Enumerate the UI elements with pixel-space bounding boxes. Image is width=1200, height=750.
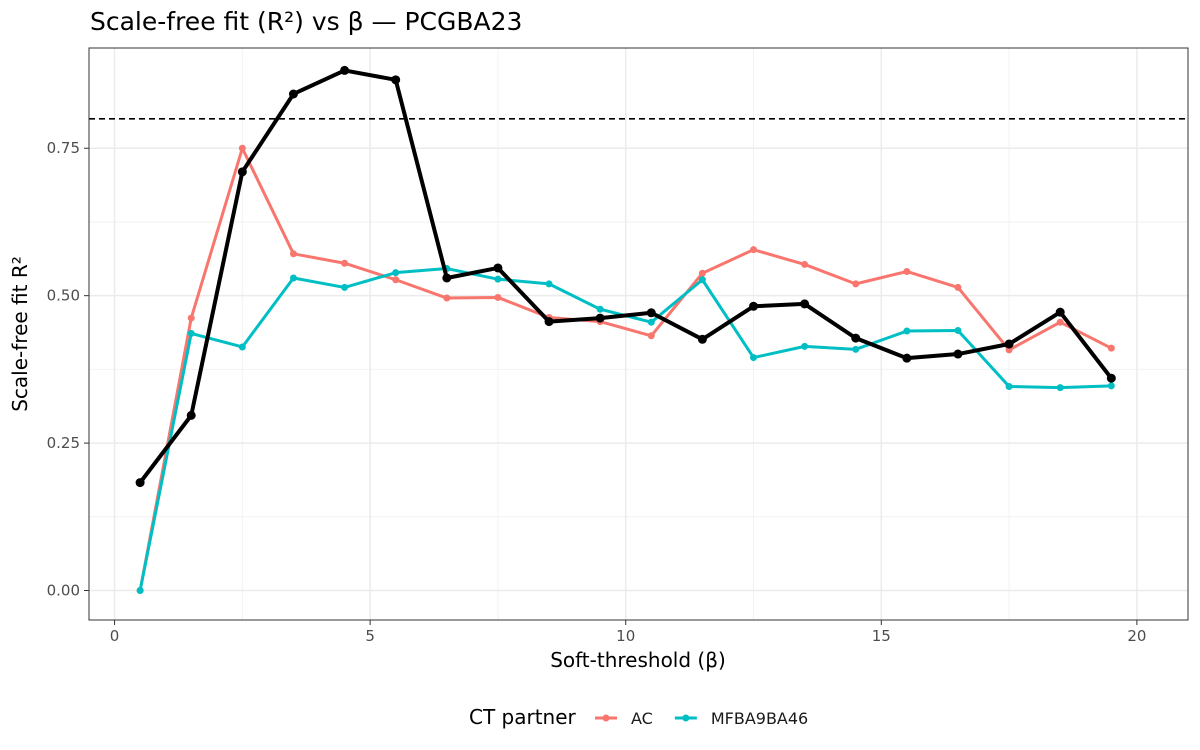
legend-key-point [682, 714, 690, 722]
data-point-mfba [750, 354, 758, 362]
data-point-ac [1107, 344, 1115, 352]
major-gridlines [89, 48, 1188, 620]
data-point-mfba [647, 318, 655, 326]
x-tick-label: 20 [1127, 627, 1146, 645]
data-point-ac [1056, 318, 1064, 326]
data-point-mfba [698, 276, 706, 284]
data-point-mfba [954, 326, 962, 334]
legend: CT partner AC MFBA9BA46 [469, 705, 808, 729]
data-point-overall [646, 308, 656, 318]
legend-label-mfba: MFBA9BA46 [711, 709, 808, 728]
chart-title: Scale-free fit (R²) vs β — PCGBA23 [90, 7, 522, 36]
y-tick-label: 0.25 [47, 434, 80, 452]
x-tick-label: 10 [616, 627, 635, 645]
legend-item-mfba: MFBA9BA46 [674, 709, 808, 728]
data-point-overall [902, 353, 912, 363]
x-tick-label: 5 [365, 627, 375, 645]
data-point-mfba [545, 280, 553, 288]
legend-key-point [602, 714, 610, 722]
data-point-mfba [494, 275, 502, 283]
data-point-overall [544, 317, 554, 327]
data-point-ac [494, 293, 502, 301]
data-point-overall [1055, 307, 1065, 317]
data-point-ac [698, 269, 706, 277]
y-tick-label: 0.75 [47, 139, 80, 157]
data-point-overall [749, 301, 759, 311]
series-line-ac [138, 146, 1113, 593]
data-point-overall [595, 313, 605, 323]
data-point-mfba [852, 345, 860, 353]
data-point-overall [135, 478, 145, 488]
minor-gridlines [89, 48, 1188, 620]
data-point-mfba [1056, 384, 1064, 392]
data-point-mfba [289, 274, 297, 282]
legend-item-ac: AC [595, 709, 653, 728]
data-point-overall [1106, 373, 1116, 383]
data-point-ac [341, 259, 349, 267]
data-point-ac [903, 267, 911, 275]
data-point-ac [852, 280, 860, 288]
plot-background [89, 48, 1188, 620]
data-point-ac [647, 332, 655, 340]
data-point-overall [1004, 339, 1014, 349]
data-point-overall [442, 273, 452, 283]
data-point-mfba [187, 329, 195, 337]
data-point-mfba [392, 269, 400, 277]
data-point-ac [954, 283, 962, 291]
data-point-mfba [1005, 382, 1013, 390]
data-point-mfba [903, 327, 911, 335]
series-overall [135, 65, 1116, 488]
data-point-overall [237, 167, 247, 177]
data-point-overall [851, 333, 861, 343]
data-point-overall [697, 334, 707, 344]
plot-panel [88, 47, 1189, 621]
x-axis-title: Soft-threshold (β) [550, 648, 726, 672]
data-point-overall [800, 299, 810, 309]
data-point-ac [238, 144, 246, 152]
data-point-mfba [238, 343, 246, 351]
data-point-ac [443, 294, 451, 302]
data-point-overall [186, 410, 196, 420]
y-tick-label: 0.00 [47, 582, 80, 600]
data-point-mfba [801, 342, 809, 350]
data-point-mfba [341, 283, 349, 291]
x-tick-label: 15 [872, 627, 891, 645]
data-point-mfba [596, 305, 604, 313]
data-point-ac [187, 314, 195, 322]
legend-title: CT partner [469, 705, 577, 729]
data-point-ac [392, 276, 400, 284]
plot-border [88, 47, 1189, 621]
series-ac [136, 144, 1115, 595]
data-point-mfba [1107, 382, 1115, 390]
data-point-ac [1005, 346, 1013, 354]
legend-items: AC MFBA9BA46 [595, 709, 808, 728]
data-point-ac [750, 246, 758, 254]
legend-label-ac: AC [631, 709, 653, 728]
x-axis: 0 5 10 15 20 [110, 620, 1146, 645]
x-tick-label: 0 [110, 627, 120, 645]
data-point-overall [391, 75, 401, 85]
y-tick-label: 0.50 [47, 287, 80, 305]
y-axis-title: Scale-free fit R² [8, 256, 32, 412]
series-layer [135, 65, 1116, 595]
data-point-ac [801, 260, 809, 268]
data-point-overall [493, 263, 503, 273]
data-point-overall [288, 89, 298, 99]
data-point-mfba [136, 587, 144, 595]
data-point-overall [340, 65, 350, 75]
y-axis: 0.00 0.25 0.50 0.75 [47, 139, 89, 600]
data-point-ac [289, 250, 297, 258]
series-line-overall [138, 68, 1114, 485]
data-point-overall [953, 349, 963, 359]
